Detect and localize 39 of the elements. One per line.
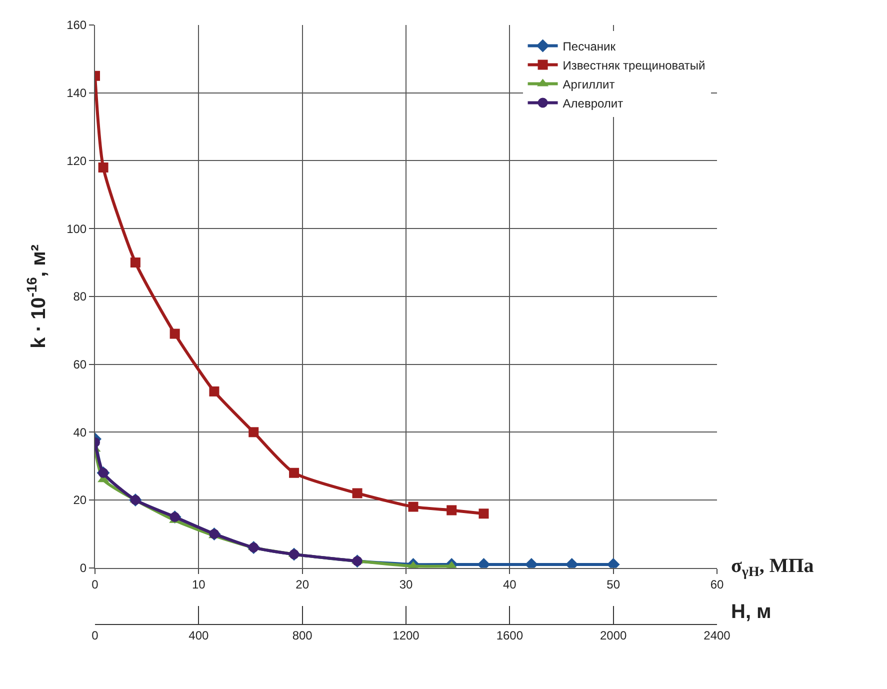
y-tick-label: 0: [80, 561, 87, 576]
y-tick-label: 160: [66, 18, 87, 32]
legend-label: Аргиллит: [562, 77, 616, 92]
x2-tick-label: 0: [92, 628, 99, 642]
x-tick-label: 0: [92, 577, 99, 592]
legend-label: Известняк трещиноватый: [562, 58, 706, 72]
point: [408, 502, 418, 512]
point: [478, 508, 489, 519]
x-tick-label: 50: [606, 577, 620, 592]
y-tick-label: 60: [73, 358, 87, 372]
y-tick-label: 40: [73, 425, 87, 440]
x2-tick-label: 1600: [496, 628, 524, 642]
x-tick-label: 40: [502, 577, 517, 592]
legend-label: Алевролит: [562, 96, 624, 110]
y-tick-label: 80: [73, 290, 87, 304]
x2-tick-label: 400: [188, 628, 209, 642]
point: [446, 505, 457, 516]
x2-tick-label: 2000: [600, 628, 627, 642]
point: [289, 468, 300, 478]
x-tick-label: 20: [296, 577, 310, 592]
x-tick-label: 10: [192, 577, 206, 592]
x2-tick-label: 800: [292, 628, 313, 642]
y-tick-label: 100: [66, 222, 87, 236]
y-tick-label: 120: [66, 154, 87, 168]
x2-tick-label: 2400: [704, 628, 731, 642]
x2-tick-label: 1200: [392, 628, 420, 642]
point: [170, 328, 180, 339]
x-tick-label: 30: [399, 577, 413, 592]
point: [209, 386, 220, 396]
x2-axis-title: Н, м: [731, 601, 772, 623]
legend-label: Песчаник: [562, 39, 616, 54]
x-axis-title: σ$_{γH}$, МПа: [731, 555, 814, 580]
point: [98, 162, 108, 173]
y-tick-label: 20: [73, 493, 87, 508]
point: [352, 488, 362, 498]
y-tick-label: 140: [66, 86, 87, 100]
point: [248, 427, 259, 438]
point: [130, 258, 140, 268]
x-tick-label: 60: [710, 577, 724, 592]
